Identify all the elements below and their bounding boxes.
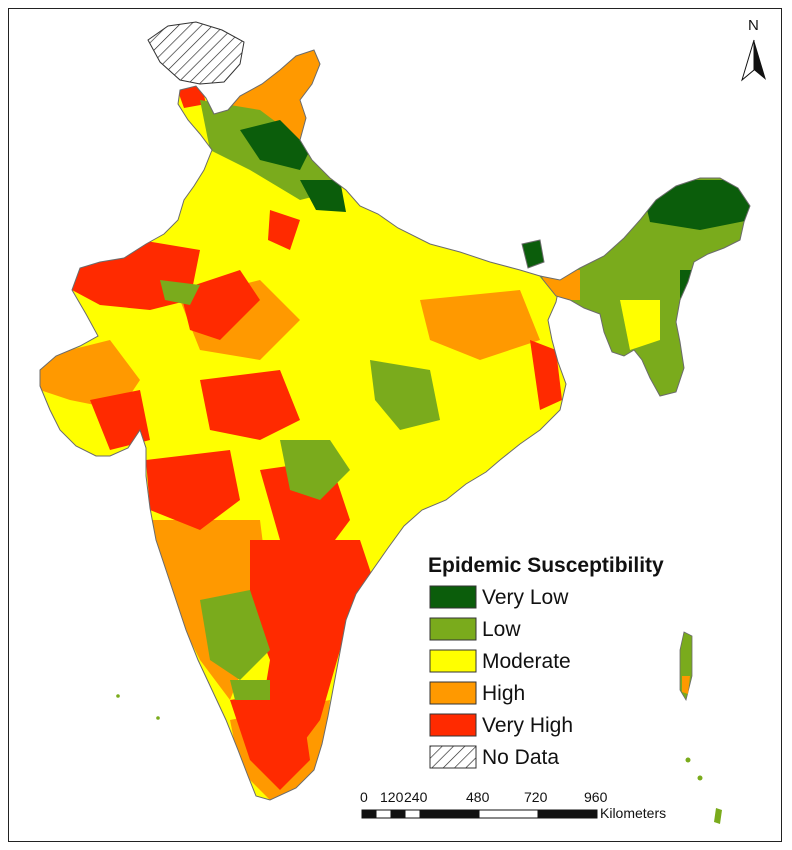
region-low-karnataka xyxy=(200,590,270,680)
legend-swatch xyxy=(429,713,477,737)
region-very-high-east xyxy=(530,340,562,410)
scale-tick-label: 0 xyxy=(360,789,368,805)
scale-segment xyxy=(404,809,421,819)
region-low-central xyxy=(280,440,350,500)
region-islands-andaman-high xyxy=(682,676,690,694)
region-very-low-sikkim xyxy=(521,239,545,269)
scale-segment xyxy=(390,809,406,819)
map-regions xyxy=(39,21,751,824)
region-very-low-arunachal xyxy=(640,180,750,230)
region-island-lakshadweep-1 xyxy=(116,694,120,698)
region-very-high-tip xyxy=(230,690,310,790)
scale-segment xyxy=(375,809,392,819)
legend-label: Very High xyxy=(482,714,573,737)
legend-swatch xyxy=(429,585,477,609)
region-very-high-up xyxy=(268,210,300,250)
region-very-high-maharashtra xyxy=(146,450,240,530)
legend-swatch xyxy=(429,681,477,705)
scale-segment xyxy=(419,809,480,819)
legend: Epidemic Susceptibility Very Low Low Moder… xyxy=(428,554,664,769)
legend-label: Very Low xyxy=(482,586,569,609)
scale-segment xyxy=(478,809,539,819)
scale-ticks: 0 120 240 480 720 960 xyxy=(360,789,608,805)
region-island-nicobar xyxy=(714,808,722,824)
legend-swatch xyxy=(429,745,477,769)
region-very-low-uttarakhand xyxy=(240,120,310,170)
region-low-gujarat xyxy=(160,280,200,305)
legend-items: Very Low Low Moderate High Very High No Data xyxy=(429,585,573,769)
legend-swatch xyxy=(429,617,477,641)
region-very-high-gujarat xyxy=(90,390,150,450)
region-high-west xyxy=(40,340,140,410)
north-arrow: N xyxy=(741,17,766,82)
region-very-low-east-himalaya xyxy=(300,180,346,212)
region-very-high-mp xyxy=(180,270,260,340)
legend-label: Moderate xyxy=(482,650,571,673)
region-low-odisha xyxy=(370,360,440,430)
scale-tick-label: 240 xyxy=(404,789,428,805)
north-label: N xyxy=(748,17,759,34)
region-very-high-central-india xyxy=(200,370,300,440)
legend-label: Low xyxy=(482,618,521,641)
scale-segment xyxy=(361,809,377,819)
region-low-kerala xyxy=(230,680,270,700)
scale-tick-label: 120 xyxy=(380,789,404,805)
legend-label: No Data xyxy=(482,746,559,769)
region-island-small-1 xyxy=(685,757,691,763)
scale-tick-label: 720 xyxy=(524,789,548,805)
legend-label: High xyxy=(482,682,525,705)
region-island-lakshadweep-2 xyxy=(156,716,160,720)
north-arrow-icon xyxy=(754,40,766,80)
region-no-data xyxy=(147,21,245,85)
scale-tick-label: 480 xyxy=(466,789,490,805)
region-high-east xyxy=(420,290,540,360)
legend-swatch xyxy=(429,649,477,673)
legend-title: Epidemic Susceptibility xyxy=(428,554,664,577)
scale-segment xyxy=(537,809,598,819)
region-moderate-ne xyxy=(620,300,660,350)
scale-unit: Kilometers xyxy=(600,805,666,821)
scale-segments xyxy=(361,809,598,819)
scale-tick-label: 960 xyxy=(584,789,608,805)
scale-bar: 0 120 240 480 720 960 Kilometers xyxy=(360,789,666,821)
region-island-small-2 xyxy=(697,775,703,781)
